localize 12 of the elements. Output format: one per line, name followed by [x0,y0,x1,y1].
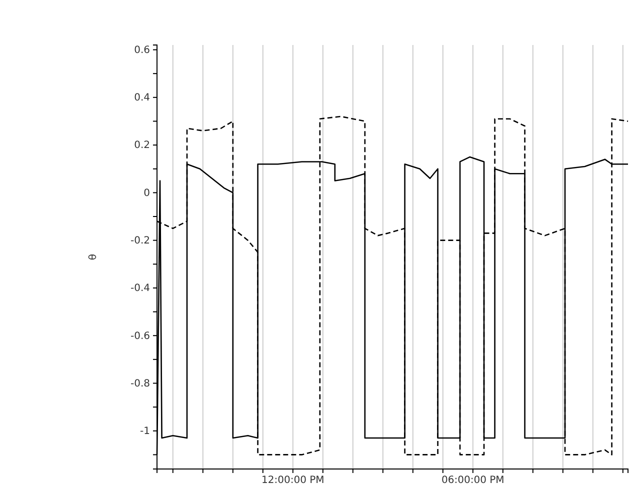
y-axis-title: θ [88,254,99,260]
y-tick-label: 0.2 [134,140,150,152]
y-tick-label: -0.8 [130,378,150,390]
y-tick-label: -1 [140,426,150,438]
x-tick-label: 12:00:00 PM [262,475,324,486]
y-tick-label: -0.4 [130,283,150,294]
y-tick-label: -0.2 [130,236,150,247]
x-tick-label: 06:00:00 PM [442,475,504,486]
y-tick-label: 0 [144,188,150,199]
y-tick-label: -0.6 [130,330,150,342]
y-tick-label: 0.6 [134,44,150,56]
y-tick-label: 0.4 [134,92,150,104]
